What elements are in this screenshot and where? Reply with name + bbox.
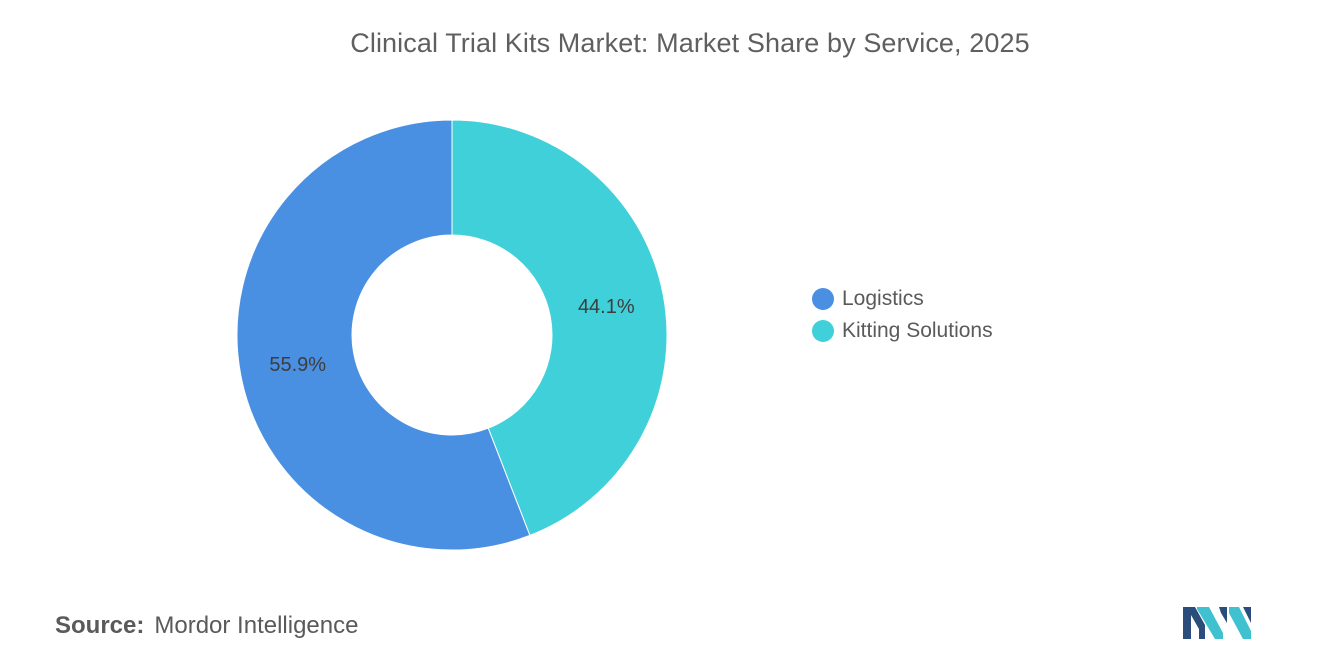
chart-legend: Logistics Kitting Solutions (812, 283, 993, 347)
mordor-intelligence-logo (1183, 607, 1251, 639)
legend-item-logistics[interactable]: Logistics (812, 283, 993, 315)
legend-item-kitting-solutions[interactable]: Kitting Solutions (812, 315, 993, 347)
data-label-kitting-solutions: 44.1% (578, 296, 635, 318)
slice-logistics[interactable] (236, 119, 531, 551)
legend-swatch-logistics (812, 288, 834, 310)
source-note: Source: Mordor Intelligence (55, 612, 358, 640)
legend-swatch-kitting-solutions (812, 320, 834, 342)
source-text: Mordor Intelligence (154, 612, 359, 639)
legend-label-logistics: Logistics (842, 287, 924, 310)
legend-label-kitting-solutions: Kitting Solutions (842, 319, 993, 342)
slice-kitting-solutions[interactable] (451, 119, 668, 537)
chart-title: Clinical Trial Kits Market: Market Share… (350, 28, 1030, 58)
source-label: Source: (55, 612, 145, 639)
data-label-logistics: 55.9% (269, 354, 326, 376)
